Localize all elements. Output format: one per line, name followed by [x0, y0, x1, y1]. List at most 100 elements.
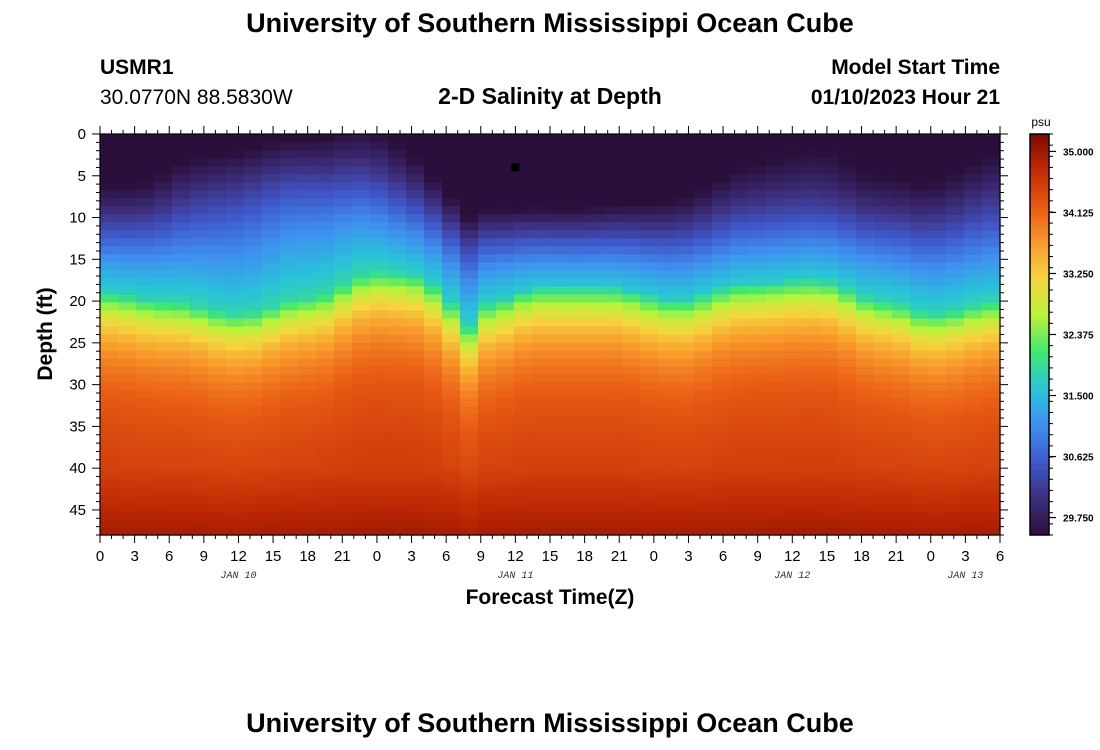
heat-cell	[226, 414, 245, 424]
heat-cell	[766, 134, 785, 143]
heat-cell	[442, 262, 461, 271]
heat-cell	[766, 238, 785, 247]
heat-cell	[442, 302, 461, 312]
heat-cell	[712, 430, 731, 440]
heat-cell	[910, 350, 929, 360]
heat-cell	[208, 526, 227, 536]
heat-cell	[370, 494, 389, 504]
heat-cell	[892, 430, 911, 440]
heat-cell	[640, 278, 659, 287]
heat-cell	[604, 414, 623, 424]
heat-cell	[442, 182, 461, 191]
heat-cell	[172, 398, 191, 408]
heat-cell	[658, 390, 677, 400]
heat-cell	[100, 166, 119, 175]
heat-cell	[478, 166, 497, 175]
heat-cell	[784, 462, 803, 472]
heat-cell	[712, 494, 731, 504]
heat-cell	[874, 454, 893, 464]
heat-cell	[550, 222, 569, 231]
heat-cell	[370, 270, 389, 279]
marker-point	[511, 163, 520, 172]
heat-cell	[550, 230, 569, 239]
heat-cell	[370, 446, 389, 456]
heat-cell	[316, 358, 335, 368]
heat-cell	[532, 518, 551, 528]
heat-cell	[874, 222, 893, 231]
heat-cell	[892, 294, 911, 304]
heat-cell	[586, 358, 605, 368]
heat-cell	[982, 318, 1001, 328]
heat-cell	[280, 270, 299, 279]
heat-cell	[424, 510, 443, 520]
heat-cell	[352, 366, 371, 376]
heat-cell	[514, 398, 533, 408]
heat-cell	[298, 238, 317, 247]
heat-cell	[406, 470, 425, 480]
heat-cell	[802, 510, 821, 520]
heat-cell	[694, 286, 713, 295]
heat-cell	[784, 358, 803, 368]
heat-cell	[316, 246, 335, 255]
heat-cell	[460, 494, 479, 504]
heat-cell	[748, 422, 767, 432]
heat-cell	[730, 446, 749, 456]
heat-cell	[118, 158, 137, 167]
heat-cell	[352, 166, 371, 175]
heat-cell	[928, 262, 947, 271]
heat-cell	[352, 494, 371, 504]
heat-cell	[892, 406, 911, 416]
heat-cell	[910, 454, 929, 464]
heat-cell	[766, 222, 785, 231]
heat-cell	[208, 182, 227, 191]
heat-cell	[406, 318, 425, 328]
heat-cell	[694, 518, 713, 528]
heat-cell	[370, 262, 389, 271]
heat-cell	[838, 166, 857, 175]
heat-cell	[766, 462, 785, 472]
heat-cell	[208, 150, 227, 159]
heat-cell	[316, 510, 335, 520]
colorbar-tick-label: 31.500	[1063, 392, 1094, 403]
heat-cell	[748, 414, 767, 424]
heat-cell	[262, 286, 281, 295]
heat-cell	[352, 230, 371, 239]
heat-cell	[190, 214, 209, 223]
heat-cell	[640, 134, 659, 143]
heat-cell	[208, 358, 227, 368]
heat-cell	[640, 414, 659, 424]
heat-cell	[334, 230, 353, 239]
heat-cell	[676, 198, 695, 207]
heat-cell	[262, 486, 281, 496]
heat-cell	[946, 398, 965, 408]
heat-cell	[352, 342, 371, 352]
heat-cell	[604, 150, 623, 159]
heat-cell	[460, 174, 479, 183]
heat-cell	[658, 254, 677, 263]
heat-cell	[712, 302, 731, 312]
heat-cell	[802, 222, 821, 231]
heat-cell	[928, 230, 947, 239]
heat-cell	[964, 390, 983, 400]
heat-cell	[586, 422, 605, 432]
heat-cell	[136, 254, 155, 263]
heat-cell	[154, 430, 173, 440]
heat-cell	[442, 462, 461, 472]
heat-cell	[802, 350, 821, 360]
heat-cell	[838, 230, 857, 239]
heat-cell	[676, 358, 695, 368]
heat-cell	[568, 254, 587, 263]
heat-cell	[280, 222, 299, 231]
heat-cell	[514, 238, 533, 247]
heat-cell	[586, 246, 605, 255]
heat-cell	[280, 158, 299, 167]
heat-cell	[496, 358, 515, 368]
heat-cell	[208, 310, 227, 320]
heat-cell	[406, 510, 425, 520]
heat-cell	[604, 430, 623, 440]
heat-cell	[190, 478, 209, 488]
heat-cell	[838, 158, 857, 167]
heat-cell	[334, 310, 353, 320]
heat-cell	[460, 398, 479, 408]
heat-cell	[352, 478, 371, 488]
